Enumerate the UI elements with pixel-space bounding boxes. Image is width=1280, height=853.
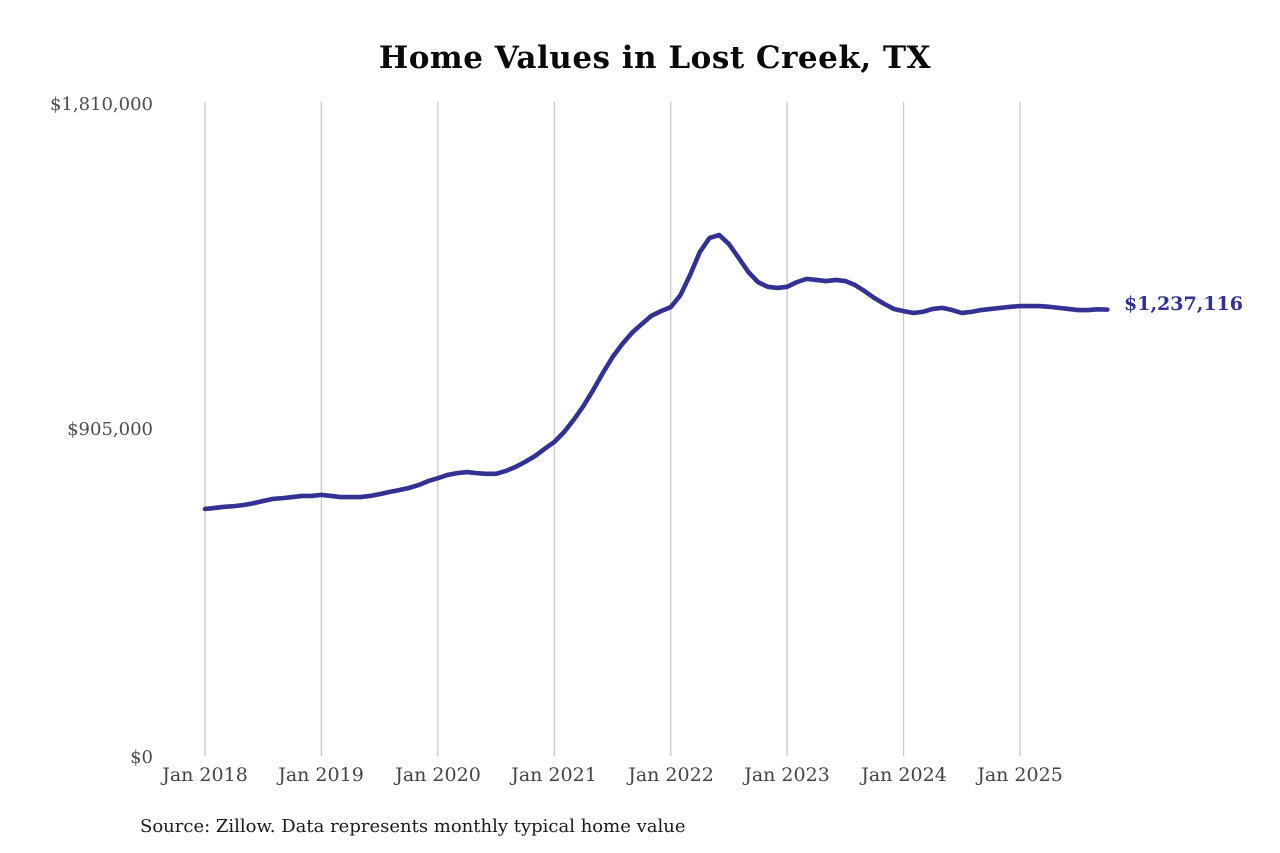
x-axis-tick-label: Jan 2018 — [162, 764, 248, 786]
x-axis-tick-label: Jan 2019 — [278, 764, 364, 786]
x-axis-tick-label: Jan 2024 — [861, 764, 947, 786]
x-axis-tick-label: Jan 2023 — [744, 764, 830, 786]
y-axis-tick-label-zero: $0 — [130, 747, 153, 768]
source-note: Source: Zillow. Data represents monthly … — [140, 816, 686, 837]
home-value-line — [202, 232, 1110, 512]
y-axis-tick-label-mid: $905,000 — [67, 419, 153, 440]
x-axis-tick-label: Jan 2022 — [628, 764, 714, 786]
x-axis-tick-label: Jan 2025 — [977, 764, 1063, 786]
y-axis-tick-label-max: $1,810,000 — [49, 94, 153, 115]
final-value-label: $1,237,116 — [1124, 293, 1243, 315]
chart-title: Home Values in Lost Creek, TX — [378, 40, 932, 76]
x-axis-tick-label: Jan 2021 — [511, 764, 597, 786]
x-axis-tick-label: Jan 2020 — [395, 764, 481, 786]
